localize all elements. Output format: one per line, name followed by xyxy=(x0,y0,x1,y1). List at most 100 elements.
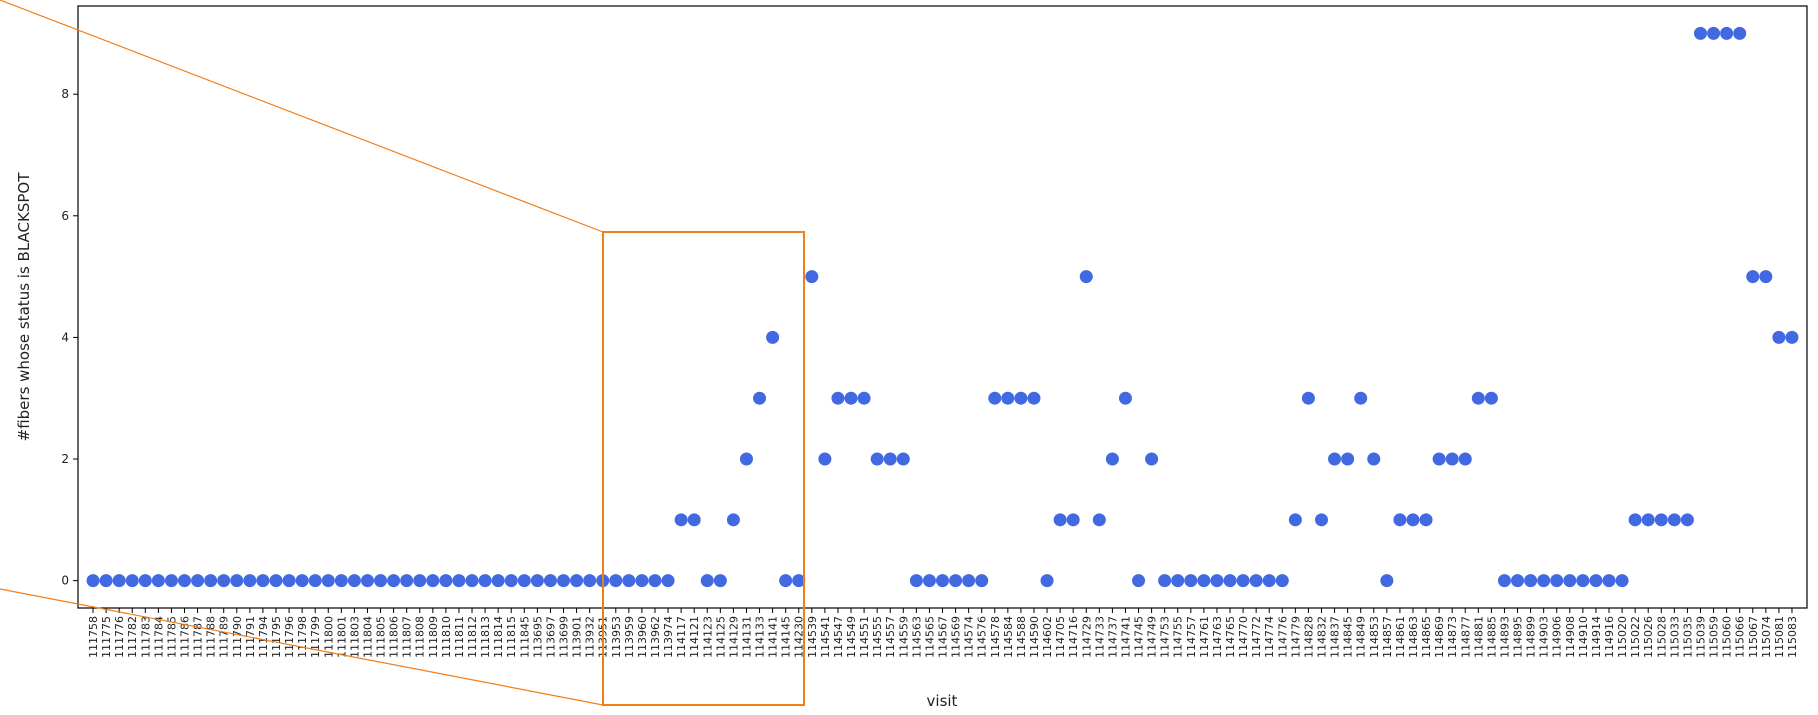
point xyxy=(256,574,270,588)
plot-frame xyxy=(77,5,1808,609)
x-tick-label: 111796 xyxy=(283,616,296,658)
x-tick-label: 114865 xyxy=(1420,616,1433,658)
x-tick-label: 114757 xyxy=(1185,616,1198,658)
point xyxy=(530,574,544,588)
point xyxy=(1393,513,1407,527)
x-tick-label: 114141 xyxy=(767,616,780,658)
point xyxy=(452,574,466,588)
point xyxy=(1707,26,1721,40)
x-tick-label: 115081 xyxy=(1773,616,1786,658)
point xyxy=(1550,574,1564,588)
point xyxy=(1328,452,1342,466)
x-tick-label: 111810 xyxy=(440,616,453,658)
x-tick-label: 115035 xyxy=(1681,616,1694,658)
x-tick-label: 114832 xyxy=(1315,616,1328,658)
point xyxy=(504,574,518,588)
point xyxy=(374,574,388,588)
zoom-connector xyxy=(0,588,604,706)
point xyxy=(151,574,165,588)
x-tick-label: 113974 xyxy=(662,616,675,658)
point xyxy=(230,574,244,588)
x-tick-label: 114849 xyxy=(1355,616,1368,658)
x-tick-label: 114910 xyxy=(1577,616,1590,658)
x-tick-label: 114861 xyxy=(1394,616,1407,658)
x-tick-label: 114133 xyxy=(754,616,767,658)
x-tick-label: 115067 xyxy=(1747,616,1760,658)
point xyxy=(1693,26,1707,40)
x-tick-label: 114885 xyxy=(1485,616,1498,658)
point xyxy=(622,574,636,588)
point xyxy=(1537,574,1551,588)
point xyxy=(282,574,296,588)
point xyxy=(936,574,949,588)
point xyxy=(1105,452,1119,466)
point xyxy=(334,574,348,588)
point xyxy=(1184,574,1198,588)
x-tick-label: 114129 xyxy=(727,616,740,658)
point xyxy=(1432,452,1446,466)
point xyxy=(347,574,361,588)
x-tick-label: 114774 xyxy=(1263,616,1276,658)
point xyxy=(1236,574,1250,588)
point xyxy=(1354,391,1368,405)
x-tick-label: 111845 xyxy=(518,616,531,658)
point xyxy=(687,513,701,527)
x-tick-label: 111812 xyxy=(466,616,479,658)
point xyxy=(1524,574,1538,588)
x-tick-label: 114776 xyxy=(1276,616,1289,658)
point xyxy=(1053,513,1067,527)
x-tick-label: 114763 xyxy=(1211,616,1224,658)
x-tick-label: 113697 xyxy=(544,616,557,658)
x-tick-label: 115059 xyxy=(1708,616,1721,658)
point xyxy=(949,574,963,588)
point xyxy=(1223,574,1237,588)
point xyxy=(1314,513,1328,527)
x-tick-label: 114121 xyxy=(688,616,701,658)
x-tick-label: 111794 xyxy=(257,616,270,658)
x-tick-label: 115026 xyxy=(1642,616,1655,658)
x-tick-label: 111808 xyxy=(414,616,427,658)
point xyxy=(1406,513,1420,527)
x-tick-label: 114779 xyxy=(1289,616,1302,658)
x-tick-label: 114125 xyxy=(714,616,727,658)
y-tick-label: 4 xyxy=(61,330,69,344)
point xyxy=(713,574,727,588)
point xyxy=(1171,574,1185,588)
x-tick-label: 114755 xyxy=(1172,616,1185,658)
point xyxy=(1079,270,1093,284)
y-axis-label: #fibers whose status is BLACKSPOT xyxy=(15,172,33,442)
point xyxy=(295,574,309,588)
point xyxy=(766,330,780,344)
point xyxy=(922,574,936,588)
point xyxy=(700,574,714,588)
x-tick-label: 114772 xyxy=(1250,616,1263,658)
point xyxy=(1262,574,1276,588)
point xyxy=(1511,574,1525,588)
point xyxy=(360,574,374,588)
point xyxy=(1667,513,1681,527)
point xyxy=(465,574,479,588)
point xyxy=(387,574,401,588)
point xyxy=(269,574,283,588)
point xyxy=(1275,574,1289,588)
x-tick-label: 115039 xyxy=(1694,616,1707,658)
x-tick-label: 111788 xyxy=(205,616,218,658)
x-tick-label: 114590 xyxy=(1028,616,1041,658)
x-tick-label: 114761 xyxy=(1198,616,1211,658)
x-tick-label: 113932 xyxy=(584,616,597,658)
x-tick-label: 114716 xyxy=(1067,616,1080,658)
point xyxy=(962,574,976,588)
x-tick-label: 114563 xyxy=(910,616,923,658)
x-tick-label: 111783 xyxy=(139,616,152,658)
x-tick-label: 111805 xyxy=(375,616,388,658)
x-tick-label: 114565 xyxy=(923,616,936,658)
x-tick-label: 115060 xyxy=(1721,616,1734,658)
y-tick-label: 6 xyxy=(61,209,69,223)
x-tick-label: 115020 xyxy=(1616,616,1629,658)
point xyxy=(831,391,845,405)
x-tick-label: 114853 xyxy=(1368,616,1381,658)
x-tick-label: 111776 xyxy=(113,616,126,658)
x-tick-label: 111814 xyxy=(492,616,505,658)
